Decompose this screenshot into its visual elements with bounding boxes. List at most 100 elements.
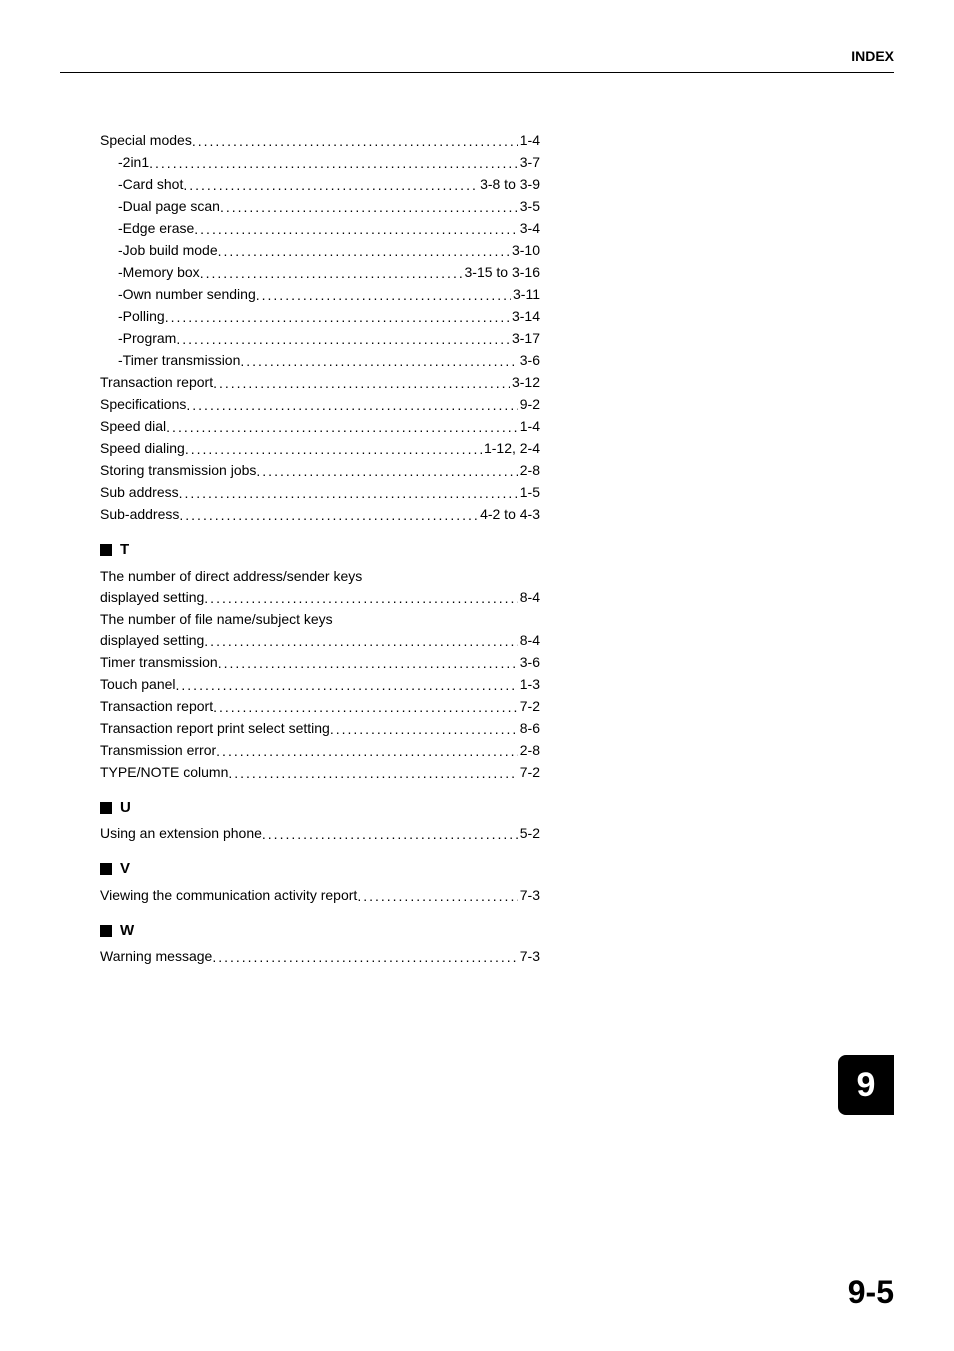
index-entry-leader-dots [194, 219, 517, 239]
index-entry-leader-dots [186, 395, 517, 415]
index-entry-leader-dots [220, 197, 518, 217]
index-entry-leader-dots [216, 741, 518, 761]
index-entry-leader-dots [262, 824, 518, 844]
index-entry-page: 1-5 [518, 482, 540, 503]
index-entry-page: 3-15 to 3-16 [463, 262, 541, 283]
index-entry-page: 4-2 to 4-3 [478, 504, 540, 525]
square-bullet-icon [100, 863, 112, 875]
index-entry-leader-dots [212, 947, 517, 967]
index-entry-leader-dots [149, 153, 518, 173]
index-entry: Viewing the communication activity repor… [100, 885, 540, 906]
index-entry-label: Transaction report print select setting [100, 718, 330, 739]
index-entry-label: -Program [118, 328, 176, 349]
index-entry-label: -2in1 [118, 152, 149, 173]
index-entry-page: 3-7 [518, 152, 540, 173]
index-entry-leader-dots [200, 263, 463, 283]
index-entry-page: 3-17 [510, 328, 540, 349]
index-entry-page: 7-3 [518, 885, 540, 906]
index-entry-label: Sub address [100, 482, 179, 503]
index-entry: displayed setting 8-4 [100, 587, 540, 608]
index-entry-leader-dots [165, 307, 510, 327]
index-entry: -Own number sending 3-11 [100, 284, 540, 305]
index-entry: -Timer transmission 3-6 [100, 350, 540, 371]
index-entry: Sub-address 4-2 to 4-3 [100, 504, 540, 525]
index-entry-label: Warning message [100, 946, 212, 967]
index-entry-leader-dots [179, 505, 478, 525]
section-heading: T [100, 539, 540, 562]
index-entry-leader-dots [166, 417, 518, 437]
index-entry-page: 3-14 [510, 306, 540, 327]
index-entry-label: displayed setting [100, 587, 204, 608]
index-entry-label: displayed setting [100, 630, 204, 651]
index-entry-page: 5-2 [518, 823, 540, 844]
index-entry-label: -Own number sending [118, 284, 256, 305]
index-entry: Storing transmission jobs 2-8 [100, 460, 540, 481]
index-entry-label: -Polling [118, 306, 165, 327]
index-entry-label: Timer transmission [100, 652, 218, 673]
index-entry-leader-dots [183, 175, 478, 195]
index-entry-label: TYPE/NOTE column [100, 762, 228, 783]
index-entry-page: 1-12, 2-4 [482, 438, 540, 459]
index-entry-leader-dots [192, 131, 518, 151]
index-entry-label: Speed dialing [100, 438, 185, 459]
index-entry-leader-dots [176, 329, 510, 349]
index-entry-page: 2-8 [518, 460, 540, 481]
index-entry-label: Speed dial [100, 416, 166, 437]
index-entry-leader-dots [218, 653, 518, 673]
index-entry-page: 3-12 [510, 372, 540, 393]
index-entry-page: 3-5 [518, 196, 540, 217]
index-entry-page: 3-6 [518, 652, 540, 673]
index-entry-page: 8-4 [518, 630, 540, 651]
index-entry: Timer transmission 3-6 [100, 652, 540, 673]
index-entry: -2in1 3-7 [100, 152, 540, 173]
index-entry-leader-dots [228, 763, 517, 783]
index-entry: Speed dialing 1-12, 2-4 [100, 438, 540, 459]
index-entry: -Job build mode 3-10 [100, 240, 540, 261]
index-entry-label-line1: The number of file name/subject keys [100, 609, 540, 630]
index-entry-label: Transaction report [100, 372, 213, 393]
header-divider [60, 72, 894, 73]
chapter-tab: 9 [838, 1055, 894, 1115]
index-entry-page: 9-2 [518, 394, 540, 415]
index-entry: Transmission error 2-8 [100, 740, 540, 761]
index-entry: -Polling 3-14 [100, 306, 540, 327]
index-entry-label: -Dual page scan [118, 196, 220, 217]
section-heading: W [100, 920, 540, 943]
index-entry: Transaction report 3-12 [100, 372, 540, 393]
index-entry-page: 3-11 [511, 284, 540, 305]
index-entry-page: 8-6 [518, 718, 540, 739]
index-entry: Touch panel 1-3 [100, 674, 540, 695]
page-header: INDEX [851, 48, 894, 64]
index-entry-leader-dots [256, 285, 511, 305]
index-entry-page: 8-4 [518, 587, 540, 608]
index-entry-page: 3-6 [518, 350, 540, 371]
index-entry-label: Special modes [100, 130, 192, 151]
page-number: 9-5 [848, 1274, 894, 1311]
index-entry-page: 7-3 [518, 946, 540, 967]
index-entry: Transaction report print select setting … [100, 718, 540, 739]
index-entry-leader-dots [213, 373, 510, 393]
index-entry: -Edge erase 3-4 [100, 218, 540, 239]
index-entry: Speed dial 1-4 [100, 416, 540, 437]
index-entry-leader-dots [240, 351, 517, 371]
index-entry-label: -Edge erase [118, 218, 194, 239]
index-entry-label: -Memory box [118, 262, 200, 283]
index-entry-leader-dots [213, 697, 518, 717]
index-entry-label: -Timer transmission [118, 350, 240, 371]
index-entry: Specifications 9-2 [100, 394, 540, 415]
index-entry-label: Specifications [100, 394, 186, 415]
index-entry-label: Viewing the communication activity repor… [100, 885, 357, 906]
index-entry-label: Transaction report [100, 696, 213, 717]
index-entry-page: 7-2 [518, 762, 540, 783]
index-entry-page: 1-3 [518, 674, 540, 695]
index-entry-leader-dots [204, 631, 517, 651]
square-bullet-icon [100, 544, 112, 556]
index-entry-label: Sub-address [100, 504, 179, 525]
index-entry-leader-dots [330, 719, 518, 739]
section-heading: U [100, 797, 540, 820]
index-entry-page: 3-4 [518, 218, 540, 239]
index-entry-label-line1: The number of direct address/sender keys [100, 566, 540, 587]
index-entry-label: Using an extension phone [100, 823, 262, 844]
index-entry-label: Transmission error [100, 740, 216, 761]
index-entry-leader-dots [218, 241, 510, 261]
